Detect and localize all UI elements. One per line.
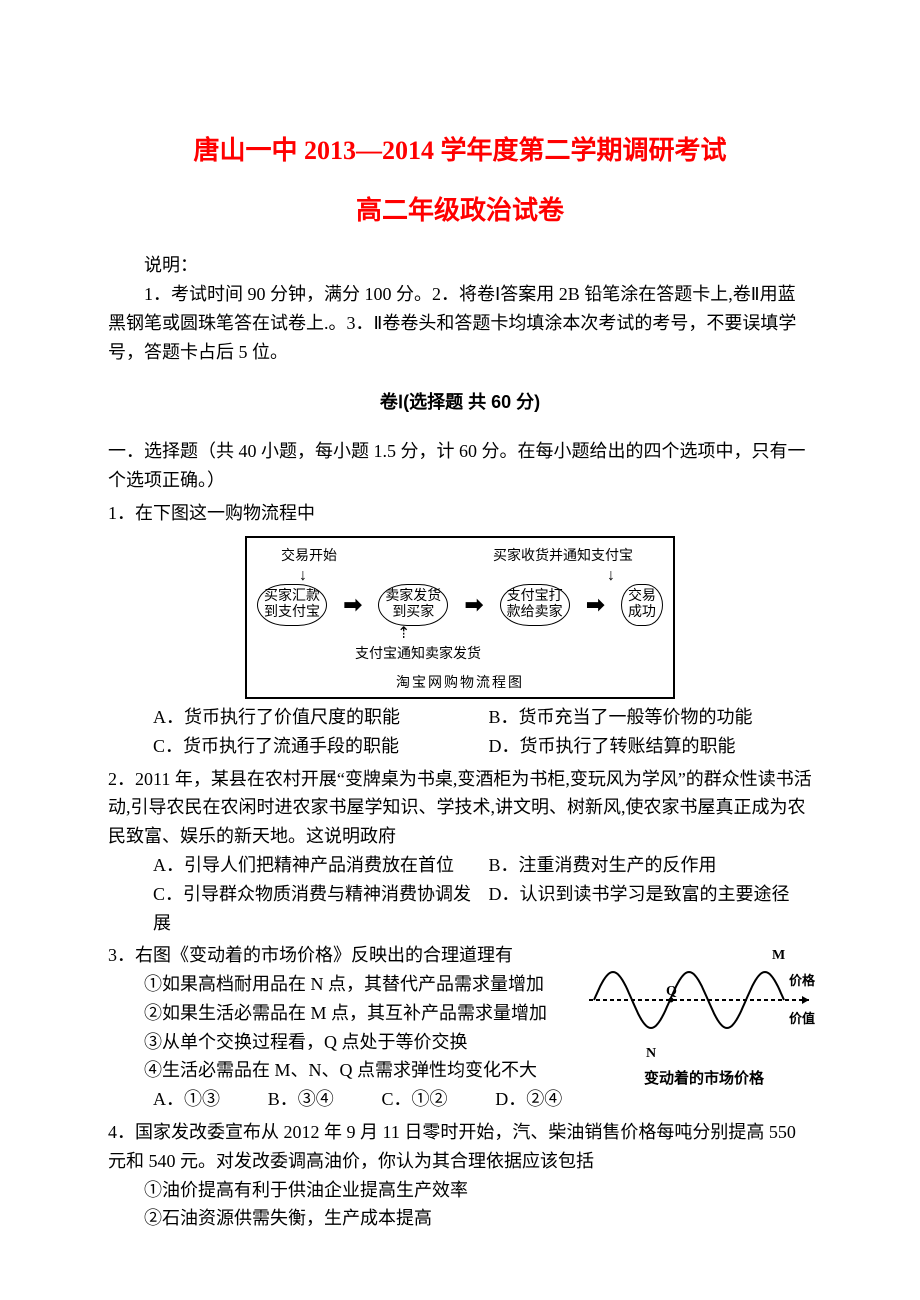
flow-mid-row: 买家汇款到支付宝 ➡ 卖家发货到买家 ➡ 支付宝打款给卖家 ➡ 交易成功 [257,584,663,626]
page-title-1: 唐山一中 2013—2014 学年度第二学期调研考试 [108,130,812,172]
instructions: 说明： 1．考试时间 90 分钟，满分 100 分。2．将卷Ⅰ答案用 2B 铅笔… [108,251,812,366]
flow-top-right: 买家收货并通知支付宝 [493,546,633,568]
label-n: N [646,1046,656,1061]
flow-down-arrows: ↓ ↓ [257,568,663,584]
flow-top-row: 交易开始 买家收货并通知支付宝 [257,546,663,568]
instructions-body: 1．考试时间 90 分钟，满分 100 分。2．将卷Ⅰ答案用 2B 铅笔涂在答题… [108,280,812,366]
q3-figure: M N Q 价格 价值 变动着的市场价格 [584,945,824,1091]
q3-s4: ④生活必需品在 M、N、Q 点需求弹性均变化不大 [108,1056,578,1085]
flow-node-3: 支付宝打款给卖家 [500,584,570,626]
arrow-right-icon: ➡ [586,594,604,616]
q4-s1: ①油价提高有利于供油企业提高生产效率 [108,1176,812,1205]
q1-options: A．货币执行了价值尺度的职能 B．货币充当了一般等价物的功能 C．货币执行了流通… [108,703,812,761]
question-4: 4．国家发改委宣布从 2012 年 9 月 11 日零时开始，汽、柴油销售价格每… [108,1118,812,1233]
label-price: 价格 [789,973,816,988]
q4-stem: 4．国家发改委宣布从 2012 年 9 月 11 日零时开始，汽、柴油销售价格每… [108,1118,812,1176]
section-1-head: 卷Ⅰ(选择题 共 60 分) [108,388,812,417]
arrow-down-icon: ↓ [607,568,615,584]
question-1: 1．在下图这一购物流程中 交易开始 买家收货并通知支付宝 ↓ ↓ 买家汇款到支付… [108,499,812,761]
q3-figure-caption: 变动着的市场价格 [584,1067,824,1091]
q3-s3: ③从单个交换过程看，Q 点处于等价交换 [108,1028,578,1057]
q3-opt-b: B．③④ [268,1085,350,1114]
q2-opt-b: B．注重消费对生产的反作用 [489,851,813,880]
flow-node-1: 买家汇款到支付宝 [257,584,327,626]
q3-s1: ①如果高档耐用品在 N 点，其替代产品需求量增加 [108,970,578,999]
instructions-label: 说明： [108,251,812,280]
wave-chart: M N Q 价格 价值 [584,945,824,1065]
question-3: M N Q 价格 价值 变动着的市场价格 3．右图《变动着的市场价格》反映出的合… [108,941,812,1114]
q1-opt-d: D．货币执行了转账结算的职能 [489,732,813,761]
q3-body: 3．右图《变动着的市场价格》反映出的合理道理有 ①如果高档耐用品在 N 点，其替… [108,941,578,1114]
q2-stem: 2．2011 年，某县在农村开展“变牌桌为书桌,变酒柜为书柜,变玩风为学风”的群… [108,765,812,851]
q2-opt-a: A．引导人们把精神产品消费放在首位 [153,851,477,880]
q4-s2: ②石油资源供需失衡，生产成本提高 [108,1204,812,1233]
q1-opt-c: C．货币执行了流通手段的职能 [153,732,477,761]
flow-sub-label: 支付宝通知卖家发货 [257,644,663,666]
q3-opt-a: A．①③ [153,1085,236,1114]
flow-caption: 淘宝网购物流程图 [257,673,663,695]
arrow-up-dashed-icon: ⇡ [397,625,410,642]
point-q [669,998,674,1003]
q3-stem: 3．右图《变动着的市场价格》反映出的合理道理有 [108,941,578,970]
flow-node-4: 交易成功 [621,584,663,626]
flow-top-left: 交易开始 [281,546,337,568]
label-q: Q [666,984,677,999]
q3-s2: ②如果生活必需品在 M 点，其互补产品需求量增加 [108,999,578,1028]
page-title-2: 高二年级政治试卷 [108,190,812,232]
q2-opt-c: C．引导群众物质消费与精神消费协调发展 [153,880,477,938]
q1-opt-b: B．货币充当了一般等价物的功能 [489,703,813,732]
q1-flowchart: 交易开始 买家收货并通知支付宝 ↓ ↓ 买家汇款到支付宝 ➡ 卖家发货到买家 ➡… [245,536,675,699]
q3-opt-d: D．②④ [495,1085,578,1114]
q1-opt-a: A．货币执行了价值尺度的职能 [153,703,477,732]
q3-options: A．①③ B．③④ C．①② D．②④ [108,1085,578,1114]
arrowhead-icon [802,996,809,1004]
flow-node-2: 卖家发货到买家 [378,584,448,626]
arrow-down-icon: ↓ [299,568,307,584]
exam-page: 唐山一中 2013—2014 学年度第二学期调研考试 高二年级政治试卷 说明： … [0,0,920,1300]
label-value: 价值 [789,1011,815,1026]
q2-options: A．引导人们把精神产品消费放在首位 B．注重消费对生产的反作用 C．引导群众物质… [108,851,812,937]
flow-up-arrow: ⇡ [257,626,663,642]
q1-stem: 1．在下图这一购物流程中 [108,499,812,528]
q2-opt-d: D．认识到读书学习是致富的主要途径 [489,880,813,938]
section-1-intro: 一．选择题（共 40 小题，每小题 1.5 分，计 60 分。在每小题给出的四个… [108,437,812,495]
arrow-right-icon: ➡ [343,594,361,616]
question-2: 2．2011 年，某县在农村开展“变牌桌为书桌,变酒柜为书柜,变玩风为学风”的群… [108,765,812,938]
arrow-right-icon: ➡ [465,594,483,616]
q3-opt-c: C．①② [381,1085,463,1114]
label-m: M [772,948,785,963]
